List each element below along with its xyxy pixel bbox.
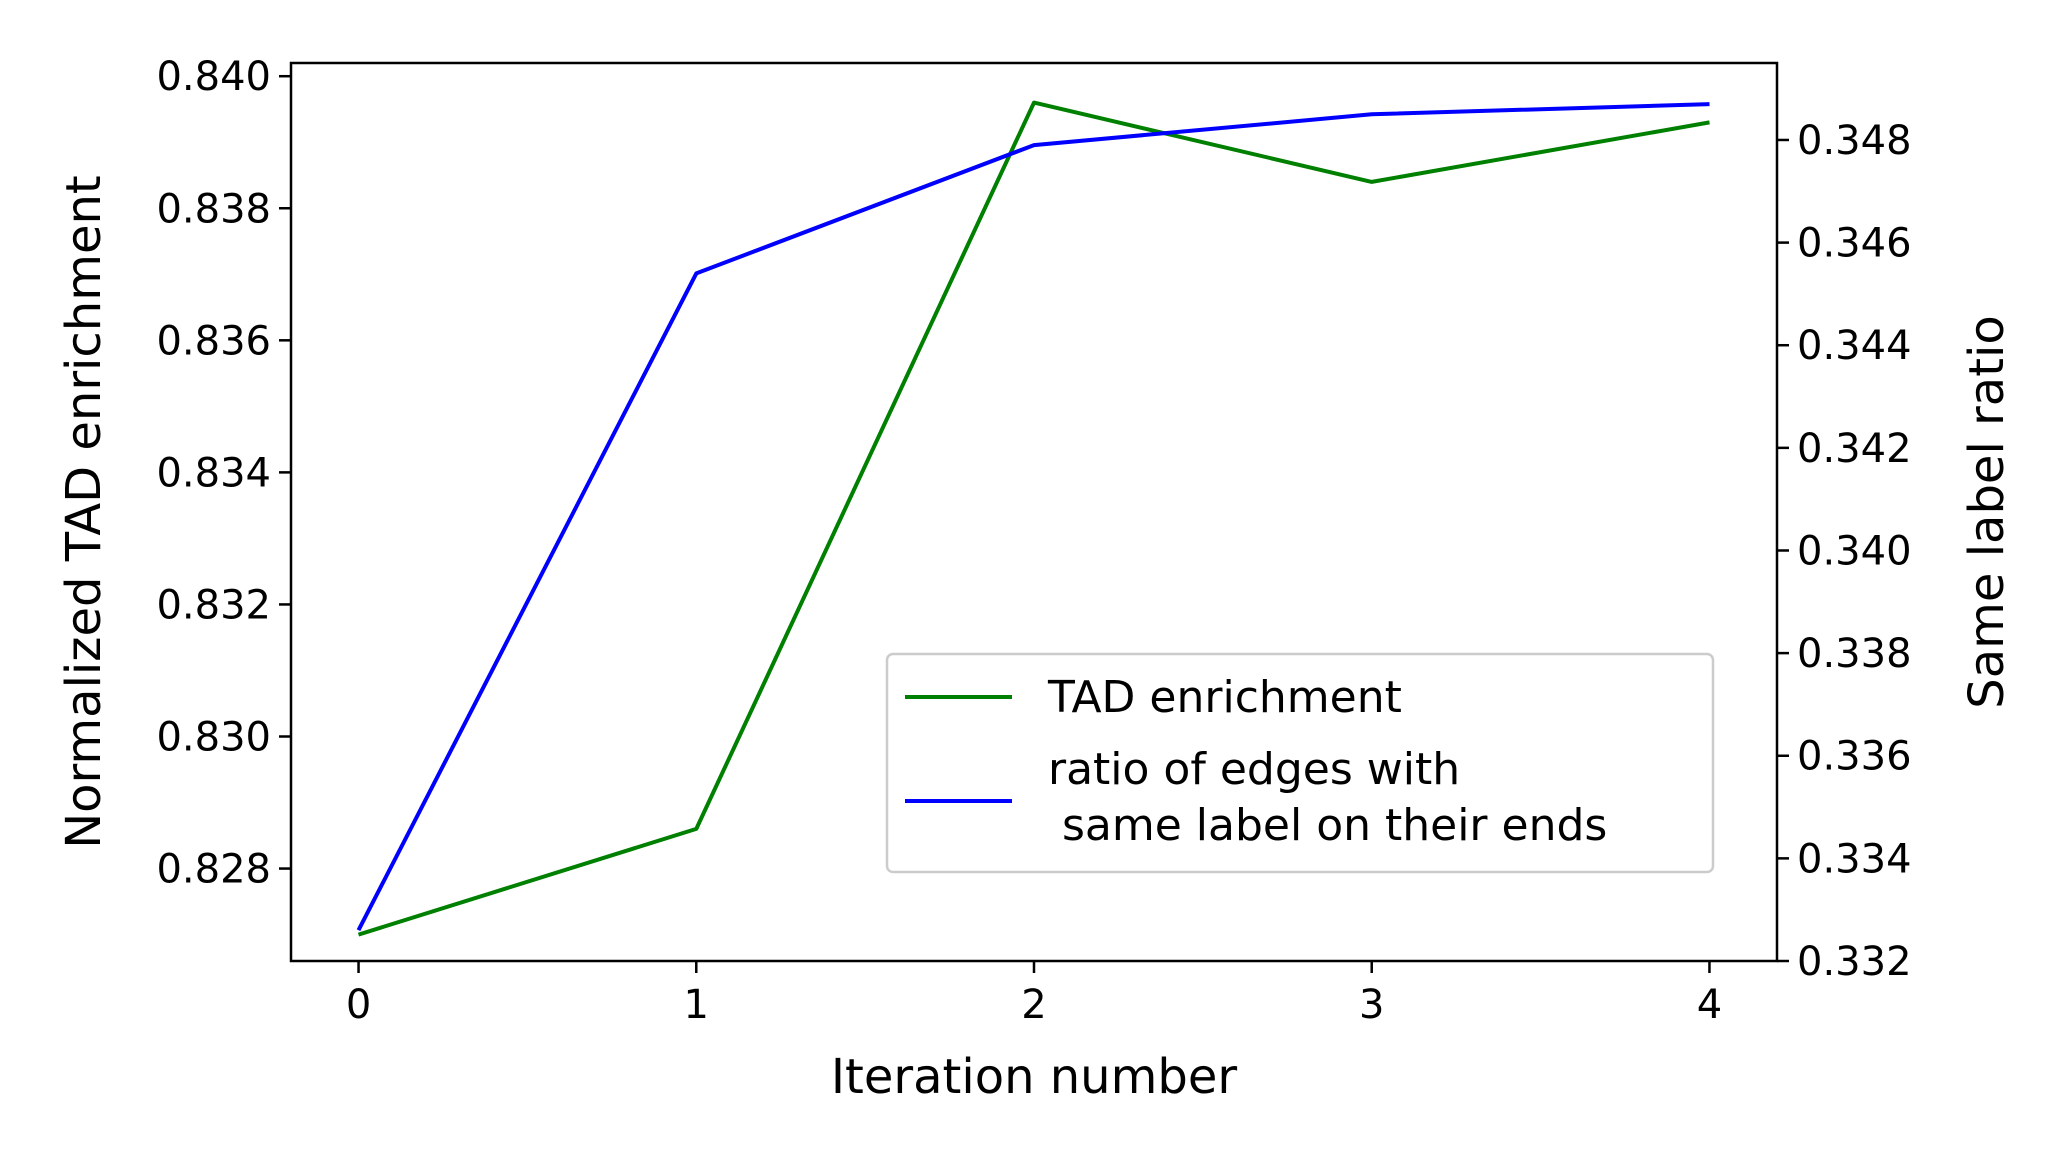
left-tick-label: 0.838 bbox=[156, 186, 271, 232]
x-tick-label: 0 bbox=[346, 982, 371, 1028]
right-tick-label: 0.338 bbox=[1797, 631, 1912, 677]
right-axis-ticks: 0.332 0.334 0.336 0.338 0.340 0.342 0.344 0.346… bbox=[1777, 118, 1912, 985]
left-axis-ticks: 0.828 0.830 0.832 0.834 0.836 0.838 0.840 bbox=[156, 54, 291, 893]
legend-label-same-label-ratio-line2: same label on their ends bbox=[1048, 800, 1607, 851]
x-axis-label: Iteration number bbox=[831, 1049, 1237, 1105]
legend: TAD enrichment ratio of edges with same l… bbox=[885, 652, 1715, 874]
x-tick-label: 4 bbox=[1697, 982, 1722, 1028]
right-y-axis-label: Same label ratio bbox=[1959, 315, 2015, 708]
legend-box bbox=[885, 652, 1715, 874]
right-tick-label: 0.342 bbox=[1797, 426, 1912, 472]
left-tick-label: 0.830 bbox=[156, 715, 271, 761]
legend-label-same-label-ratio-line1: ratio of edges with bbox=[1048, 744, 1460, 795]
series-lines bbox=[356, 100, 1710, 937]
right-tick-label: 0.346 bbox=[1797, 221, 1912, 267]
right-tick-label: 0.340 bbox=[1797, 528, 1912, 574]
series-line-same-label-ratio bbox=[356, 102, 1710, 932]
x-tick-label: 1 bbox=[684, 982, 709, 1028]
x-tick-label: 3 bbox=[1359, 982, 1384, 1028]
right-tick-label: 0.336 bbox=[1797, 734, 1912, 780]
left-tick-label: 0.840 bbox=[156, 54, 271, 100]
left-y-axis-label: Normalized TAD enrichment bbox=[56, 175, 112, 848]
left-tick-label: 0.828 bbox=[156, 847, 271, 893]
left-tick-label: 0.832 bbox=[156, 582, 271, 628]
plot-frame bbox=[289, 61, 1779, 963]
right-tick-label: 0.332 bbox=[1797, 939, 1912, 985]
right-tick-label: 0.334 bbox=[1797, 836, 1912, 882]
legend-label-tad-enrichment: TAD enrichment bbox=[1047, 672, 1402, 723]
left-tick-label: 0.836 bbox=[156, 318, 271, 364]
x-tick-label: 2 bbox=[1021, 982, 1046, 1028]
left-tick-label: 0.834 bbox=[156, 450, 271, 496]
right-tick-label: 0.344 bbox=[1797, 323, 1912, 369]
right-tick-label: 0.348 bbox=[1797, 118, 1912, 164]
series-line-tad-enrichment bbox=[357, 100, 1710, 937]
x-axis-ticks: 0 1 2 3 4 bbox=[346, 961, 1722, 1028]
